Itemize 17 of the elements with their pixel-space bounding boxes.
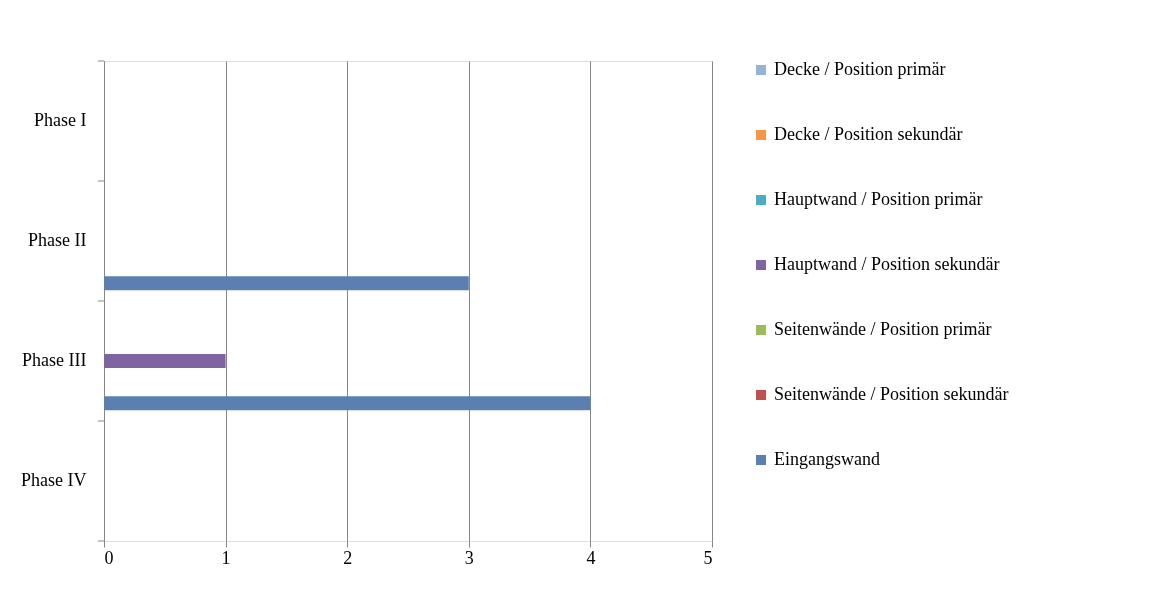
- x-tick-label: 1: [221, 547, 231, 568]
- legend-label: Eingangswand: [774, 449, 880, 469]
- y-tick-label: Phase I: [34, 110, 87, 130]
- x-tick-label: 3: [464, 547, 474, 568]
- y-tick-label: Phase III: [22, 350, 87, 370]
- legend-label: Seitenwände / Position primär: [774, 319, 992, 339]
- y-tick-label: Phase II: [28, 230, 87, 250]
- legend-label: Seitenwände / Position sekundär: [774, 384, 1009, 404]
- y-tick-label: Phase IV: [21, 470, 87, 490]
- legend-label: Decke / Position primär: [774, 59, 946, 79]
- legend-label: Hauptwand / Position primär: [774, 189, 983, 209]
- x-tick-label: 2: [343, 547, 353, 568]
- legend-label: Hauptwand / Position sekundär: [774, 254, 1000, 274]
- x-tick-label: 0: [104, 547, 114, 568]
- x-tick-label: 5: [703, 547, 713, 568]
- legend-label: Decke / Position sekundär: [774, 124, 963, 144]
- x-tick-label: 4: [586, 547, 596, 568]
